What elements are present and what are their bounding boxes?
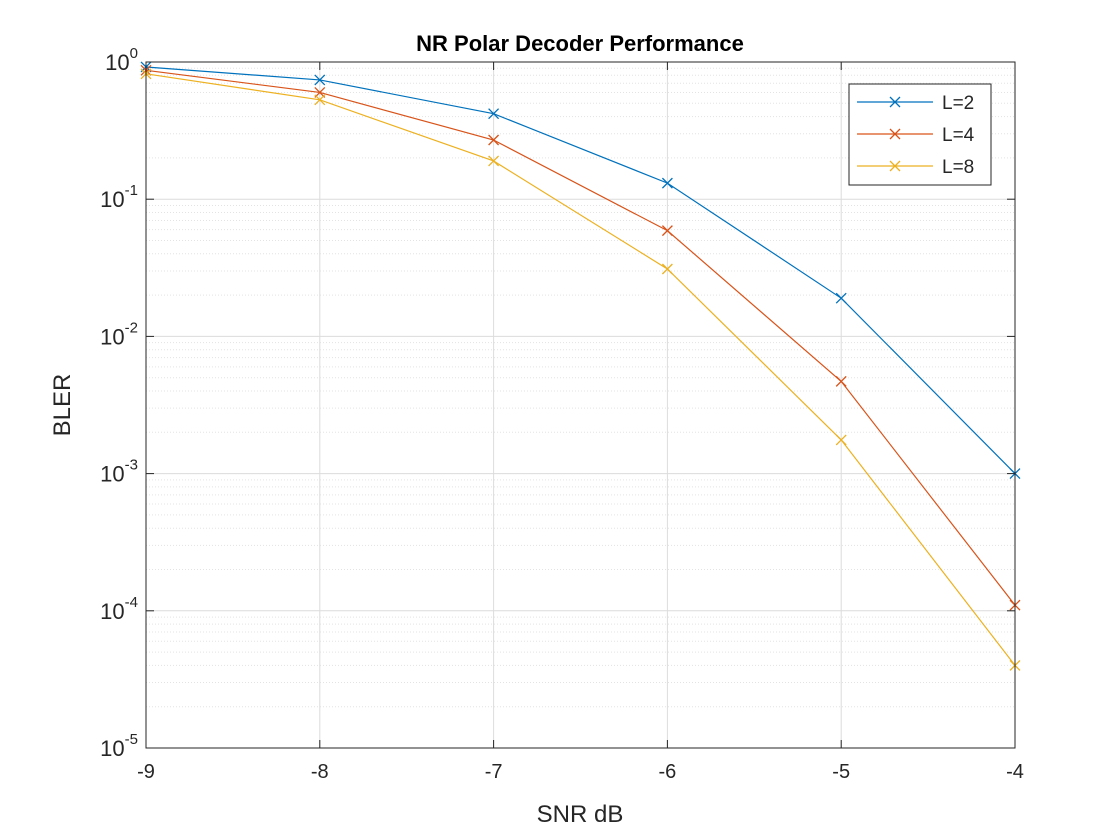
series-line xyxy=(145,73,1016,666)
data-point-marker xyxy=(314,94,326,106)
x-tick-label: -8 xyxy=(311,761,329,783)
y-tick-exponent: 0 xyxy=(130,45,138,62)
axes-box xyxy=(145,61,1016,749)
data-point-marker xyxy=(488,134,500,146)
y-tick-exponent: -2 xyxy=(125,319,138,336)
x-tick-label: -7 xyxy=(485,761,503,783)
legend-label: L=8 xyxy=(942,157,974,178)
x-tick-label: -9 xyxy=(137,761,155,783)
legend-marker xyxy=(889,160,901,172)
data-point-marker xyxy=(661,263,673,275)
y-tick-label: 10-3 xyxy=(100,457,138,487)
legend-label: L=4 xyxy=(942,125,975,146)
data-point-marker xyxy=(661,177,673,189)
y-axis-label: BLER xyxy=(49,374,76,437)
y-tick-exponent: -4 xyxy=(125,594,138,611)
y-tick-label: 10-5 xyxy=(100,731,138,761)
y-tick-base: 10 xyxy=(100,462,124,487)
y-tick-base: 10 xyxy=(100,736,124,761)
legend: L=2 L=4 L=8 xyxy=(848,83,992,186)
data-point-marker xyxy=(661,225,673,237)
y-tick-base: 10 xyxy=(100,599,124,624)
data-point-marker xyxy=(488,155,500,167)
y-tick-base: 10 xyxy=(105,50,129,75)
y-tick-label: 10-2 xyxy=(100,319,138,349)
legend-marker xyxy=(889,96,901,108)
data-point-marker xyxy=(835,434,847,446)
y-tick-exponent: -5 xyxy=(125,731,138,748)
series-group xyxy=(140,61,1021,671)
data-point-marker xyxy=(488,108,500,120)
y-tick-exponent: -3 xyxy=(125,457,138,474)
data-point-marker xyxy=(314,74,326,86)
legend-label: L=2 xyxy=(942,93,974,114)
series-L=8 xyxy=(140,68,1021,671)
x-axis-label: SNR dB xyxy=(537,801,624,828)
x-tick-label: -4 xyxy=(1006,761,1024,783)
series-line xyxy=(145,66,1016,475)
data-point-marker xyxy=(835,292,847,304)
data-point-marker xyxy=(835,375,847,387)
x-tick-label: -5 xyxy=(832,761,850,783)
y-tick-label: 100 xyxy=(105,45,138,75)
y-tick-exponent: -1 xyxy=(125,182,138,199)
x-tick-label: -6 xyxy=(659,761,677,783)
y-tick-label: 10-1 xyxy=(100,182,138,212)
chart-title: NR Polar Decoder Performance xyxy=(416,31,744,56)
y-tick-label: 10-4 xyxy=(100,594,138,624)
series-line xyxy=(145,69,1016,606)
y-tick-base: 10 xyxy=(100,187,124,212)
y-tick-base: 10 xyxy=(100,324,124,349)
legend-marker xyxy=(889,128,901,140)
